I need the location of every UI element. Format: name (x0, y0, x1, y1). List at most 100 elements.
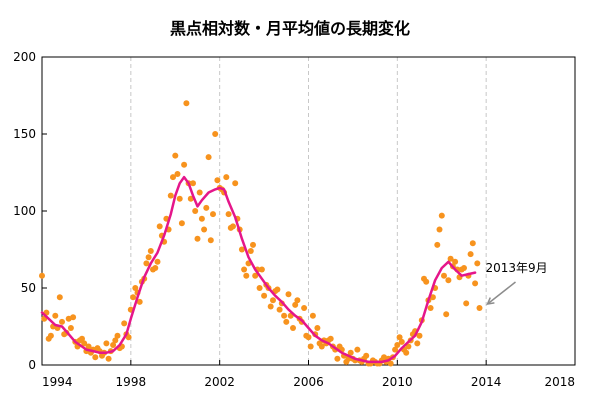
monthly-point (276, 306, 283, 313)
monthly-point (67, 325, 74, 331)
monthly-point (174, 171, 181, 177)
monthly-point (225, 211, 232, 218)
monthly-point (238, 246, 245, 253)
monthly-point (469, 240, 476, 247)
monthly-point (256, 285, 263, 291)
x-tick-label-2010: 2010 (382, 375, 413, 389)
monthly-point (252, 272, 259, 279)
monthly-point (403, 349, 410, 356)
monthly-point (387, 360, 394, 367)
chart-title: 黒点相対数・月平均値の長期変化 (170, 19, 410, 38)
monthly-points (39, 100, 483, 367)
monthly-point (301, 305, 308, 311)
x-tick-label-2014: 2014 (471, 375, 502, 389)
monthly-point (445, 277, 452, 284)
monthly-point (190, 180, 196, 187)
monthly-point (79, 335, 85, 342)
x-tick-label-2002: 2002 (204, 375, 235, 389)
monthly-point (130, 294, 137, 301)
monthly-point (147, 248, 154, 254)
monthly-point (267, 303, 274, 310)
monthly-point (334, 355, 341, 362)
tick-labels: 0 50 100 150 200 1994 1998 2002 2006 2010 2014 2018 (13, 50, 575, 389)
monthly-point (56, 294, 63, 301)
monthly-point (205, 154, 212, 161)
annotation-arrow (487, 281, 516, 305)
monthly-point (438, 212, 445, 219)
monthly-point (398, 338, 405, 345)
x-tick-label-2018: 2018 (544, 375, 575, 389)
monthly-point (461, 265, 467, 271)
monthly-point (192, 208, 199, 214)
monthly-point (463, 300, 470, 307)
monthly-point (172, 152, 179, 159)
monthly-point (203, 204, 210, 211)
monthly-point (452, 258, 459, 265)
annotation-label: 2013年9月 (486, 261, 548, 275)
monthly-point (59, 318, 65, 325)
monthly-point (194, 235, 201, 242)
monthly-point (292, 301, 299, 308)
monthly-point (178, 220, 185, 227)
monthly-point (145, 254, 152, 261)
x-tick-label-1998: 1998 (116, 375, 147, 389)
y-tick-label-150: 150 (13, 127, 36, 141)
monthly-point (156, 223, 163, 230)
monthly-point (154, 258, 161, 265)
monthly-point (327, 335, 334, 342)
monthly-point (207, 237, 214, 244)
y-tick-label-200: 200 (13, 50, 36, 64)
monthly-point (152, 265, 159, 271)
x-tick-label-2006: 2006 (293, 375, 324, 389)
monthly-point (210, 211, 216, 218)
monthly-point (201, 226, 208, 233)
y-tick-label-0: 0 (28, 358, 36, 372)
monthly-point (85, 343, 92, 350)
monthly-point (314, 325, 321, 331)
monthly-point (261, 292, 268, 299)
monthly-point (121, 320, 128, 327)
monthly-point (223, 174, 230, 181)
x-tick-label-1994: 1994 (42, 375, 73, 389)
monthly-point (196, 189, 203, 196)
monthly-point (476, 305, 483, 311)
monthly-point (427, 305, 434, 311)
monthly-point (441, 272, 447, 279)
monthly-point (232, 180, 239, 187)
monthly-point (103, 340, 110, 347)
monthly-point (436, 226, 443, 233)
monthly-point (354, 346, 361, 353)
monthly-point (136, 298, 143, 305)
annotation-arrowhead (486, 297, 495, 305)
monthly-point (70, 314, 77, 321)
monthly-point (474, 260, 481, 267)
monthly-point (112, 337, 119, 344)
smoothed-line (40, 175, 477, 364)
monthly-point (309, 312, 316, 319)
monthly-point (250, 241, 256, 248)
monthly-point (167, 192, 174, 199)
monthly-point (416, 332, 423, 339)
monthly-point (132, 285, 139, 291)
axes (41, 56, 576, 366)
monthly-point (443, 311, 450, 318)
monthly-point (241, 266, 248, 273)
monthly-point (243, 272, 250, 279)
monthly-point (110, 342, 117, 348)
monthly-point (363, 352, 370, 359)
annotation-group: 2013年9月 (486, 261, 548, 305)
monthly-point (214, 177, 221, 184)
monthly-point (247, 248, 254, 254)
monthly-point (181, 161, 188, 168)
monthly-point (472, 280, 479, 287)
monthly-point (396, 334, 403, 341)
y-tick-label-50: 50 (21, 281, 36, 295)
monthly-point (187, 195, 194, 202)
monthly-point (230, 223, 236, 230)
monthly-point (212, 131, 219, 137)
y-tick-label-100: 100 (13, 204, 36, 218)
monthly-point (285, 291, 292, 298)
monthly-point (414, 340, 421, 347)
